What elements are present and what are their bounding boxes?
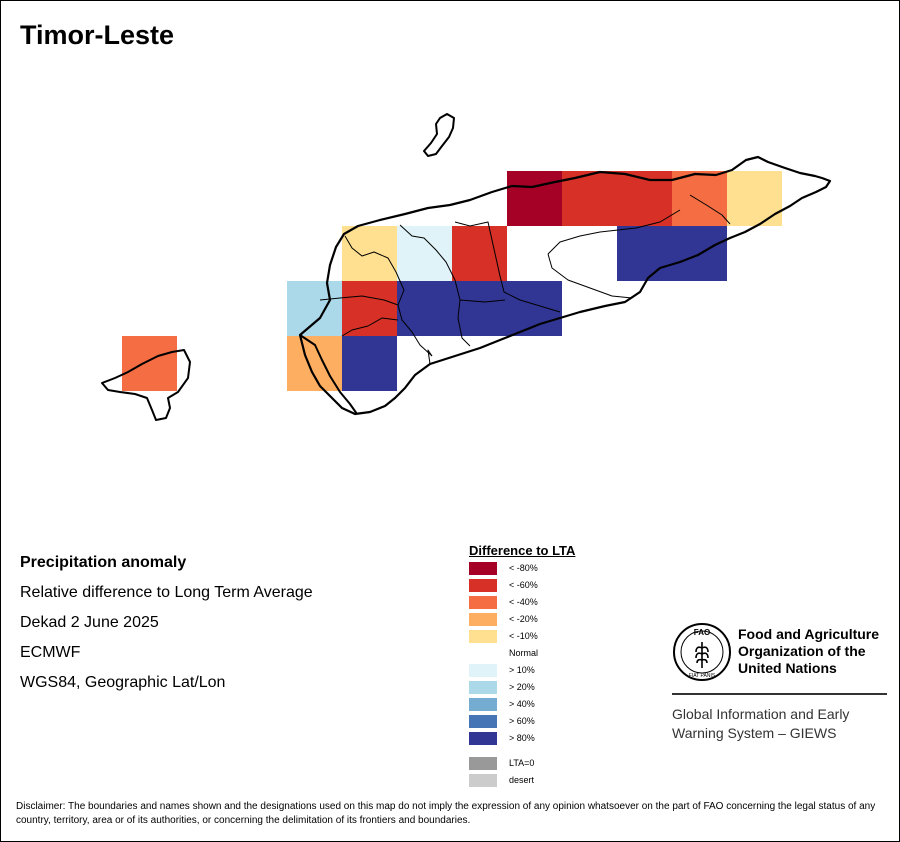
legend-swatch	[469, 681, 497, 694]
legend-label: < -60%	[509, 580, 538, 590]
grid-cell	[452, 226, 507, 281]
legend-item: > 10%	[469, 664, 575, 681]
map-canvas	[101, 113, 832, 421]
legend-item: < -80%	[469, 562, 575, 579]
svg-text:FAO: FAO	[694, 628, 710, 637]
map-title: Timor-Leste	[20, 20, 175, 50]
legend-label: > 10%	[509, 665, 535, 675]
legend-label: desert	[509, 775, 535, 785]
atauro-island-outline	[423, 113, 455, 157]
disclaimer: Disclaimer: The boundaries and names sho…	[16, 801, 876, 826]
grid-cell	[727, 171, 782, 226]
legend-label: < -80%	[509, 563, 538, 573]
legend-item: > 60%	[469, 715, 575, 732]
legend-item: LTA=0	[469, 757, 575, 774]
legend-label: Normal	[509, 648, 539, 658]
legend-item: desert	[469, 774, 575, 791]
legend-extra-rows: LTA=0 desert	[469, 757, 575, 791]
legend-label: > 20%	[509, 682, 535, 692]
legend-swatch	[469, 774, 497, 787]
grid-cell	[342, 281, 397, 336]
legend-swatch	[469, 613, 497, 626]
legend-item: > 80%	[469, 732, 575, 749]
legend-swatch	[469, 715, 497, 728]
grid-cell	[507, 171, 562, 226]
legend-label: > 80%	[509, 733, 535, 743]
legend-item: > 20%	[469, 681, 575, 698]
giews-name: Global Information and Early Warning Sys…	[672, 706, 850, 741]
legend-item: < -20%	[469, 613, 575, 630]
legend-label: < -10%	[509, 631, 538, 641]
grid-cell	[672, 171, 727, 226]
grid-cell	[287, 281, 342, 336]
info-line-3: ECMWF	[20, 644, 81, 661]
grid-cell	[507, 281, 562, 336]
legend-rows: < -80% < -60% < -40% < -20% < -10% Normal > 10…	[469, 562, 575, 749]
legend-swatch	[469, 630, 497, 643]
legend-item: < -10%	[469, 630, 575, 647]
legend-swatch	[469, 579, 497, 592]
legend-item: Normal	[469, 647, 575, 664]
west-border	[299, 334, 358, 415]
legend-swatch	[469, 562, 497, 575]
legend-swatch	[469, 664, 497, 677]
legend-swatch	[469, 647, 497, 660]
grid-cell	[452, 281, 507, 336]
legend-label: < -40%	[509, 597, 538, 607]
legend-swatch	[469, 732, 497, 745]
oecusse-outline	[101, 349, 191, 421]
fao-divider	[672, 693, 887, 695]
map-info: Precipitation anomaly Relative differenc…	[20, 548, 313, 698]
timor-east-coastline	[298, 155, 832, 416]
legend-item: > 40%	[469, 698, 575, 715]
info-heading: Precipitation anomaly	[20, 554, 187, 571]
legend-swatch	[469, 596, 497, 609]
legend-label: LTA=0	[509, 758, 535, 768]
district-boundaries	[319, 194, 731, 365]
svg-text:FIAT PANIS: FIAT PANIS	[689, 673, 716, 679]
legend-label: < -20%	[509, 614, 538, 624]
grid-cell	[397, 226, 452, 281]
legend: Difference to LTA < -80% < -60% < -40% < -2…	[469, 543, 575, 791]
grid-cell	[122, 336, 177, 391]
legend-title: Difference to LTA	[469, 543, 576, 558]
legend-item: < -60%	[469, 579, 575, 596]
grid-cell	[397, 281, 452, 336]
legend-label: > 40%	[509, 699, 535, 709]
info-line-1: Relative difference to Long Term Average	[20, 584, 313, 601]
info-line-2: Dekad 2 June 2025	[20, 614, 159, 631]
info-line-4: WGS84, Geographic Lat/Lon	[20, 674, 226, 691]
grid-cell	[342, 336, 397, 391]
legend-swatch	[469, 698, 497, 711]
legend-swatch	[469, 757, 497, 770]
legend-label: > 60%	[509, 716, 535, 726]
boundaries	[101, 113, 832, 421]
fao-org-name: Food and Agriculture Organization of the…	[738, 626, 880, 676]
grid-cell	[617, 226, 672, 281]
legend-item: < -40%	[469, 596, 575, 613]
fao-logo: FAO FIAT PANIS	[673, 623, 731, 681]
grid-cell	[562, 171, 617, 226]
